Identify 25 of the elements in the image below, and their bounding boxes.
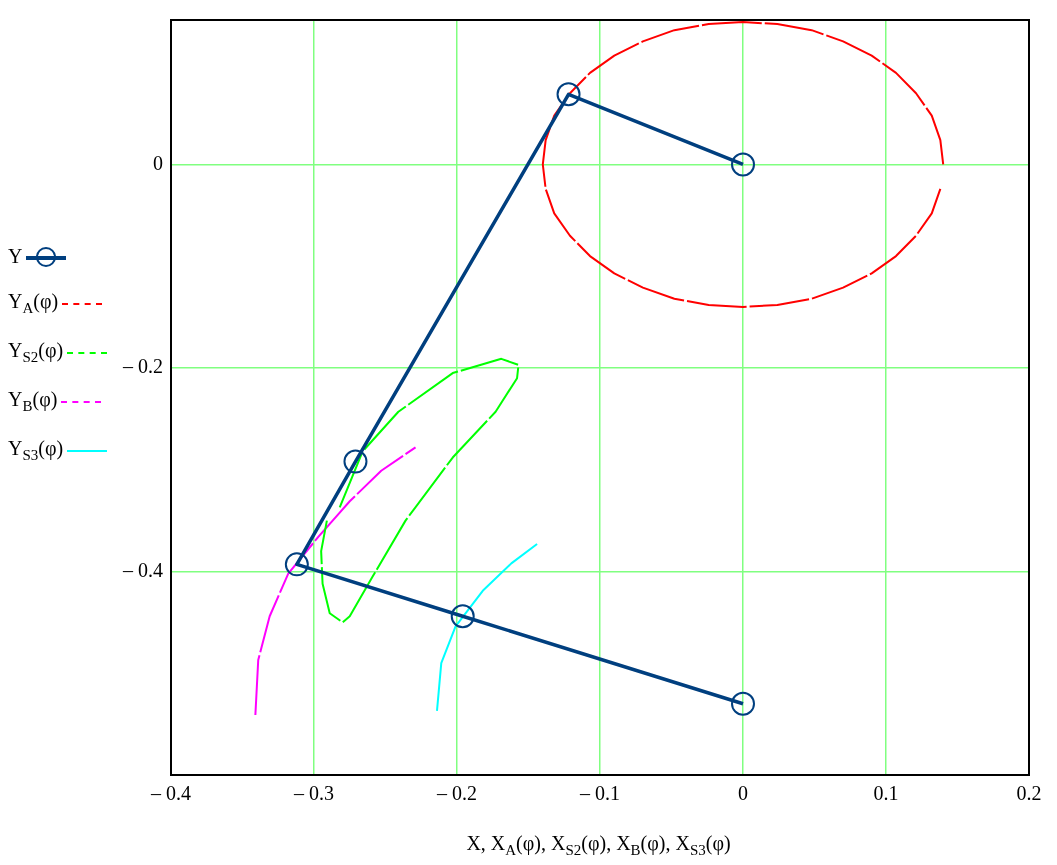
legend-label: Y$_{S2}$(φ) bbox=[8, 339, 64, 366]
x-tick-label: 0 bbox=[738, 782, 748, 805]
x-tick-label: – 0.3 bbox=[293, 782, 334, 805]
line-series bbox=[254, 446, 417, 716]
legend-label: Y bbox=[8, 245, 23, 268]
point bbox=[450, 604, 475, 629]
x-tick-label: 0.2 bbox=[1016, 782, 1042, 805]
x-tick-label: – 0.2 bbox=[436, 782, 477, 805]
point bbox=[731, 152, 755, 177]
x-tick-label: – 0.4 bbox=[150, 782, 191, 805]
legend-label: Y$_{A}$(φ) bbox=[8, 290, 59, 317]
text: X, X$_{A}$(φ), X$_{S2}$(φ), X$_{B}$(φ), X$_{S3}$(φ) bbox=[466, 832, 731, 858]
y-tick-label: – 0.4 bbox=[122, 558, 163, 581]
point bbox=[343, 449, 368, 474]
y-tick-label: – 0.2 bbox=[122, 355, 163, 378]
line-series bbox=[541, 21, 945, 308]
y-tick-label: 0 bbox=[153, 151, 163, 174]
point bbox=[556, 82, 581, 107]
line-series bbox=[320, 357, 520, 624]
x-tick-label: 0.1 bbox=[873, 782, 899, 805]
point bbox=[284, 552, 309, 577]
x-tick-label: – 0.1 bbox=[579, 782, 620, 805]
legend-label: Y$_{S3}$(φ) bbox=[8, 437, 64, 464]
point bbox=[731, 691, 755, 716]
legend-label: Y$_{B}$(φ) bbox=[8, 388, 58, 415]
